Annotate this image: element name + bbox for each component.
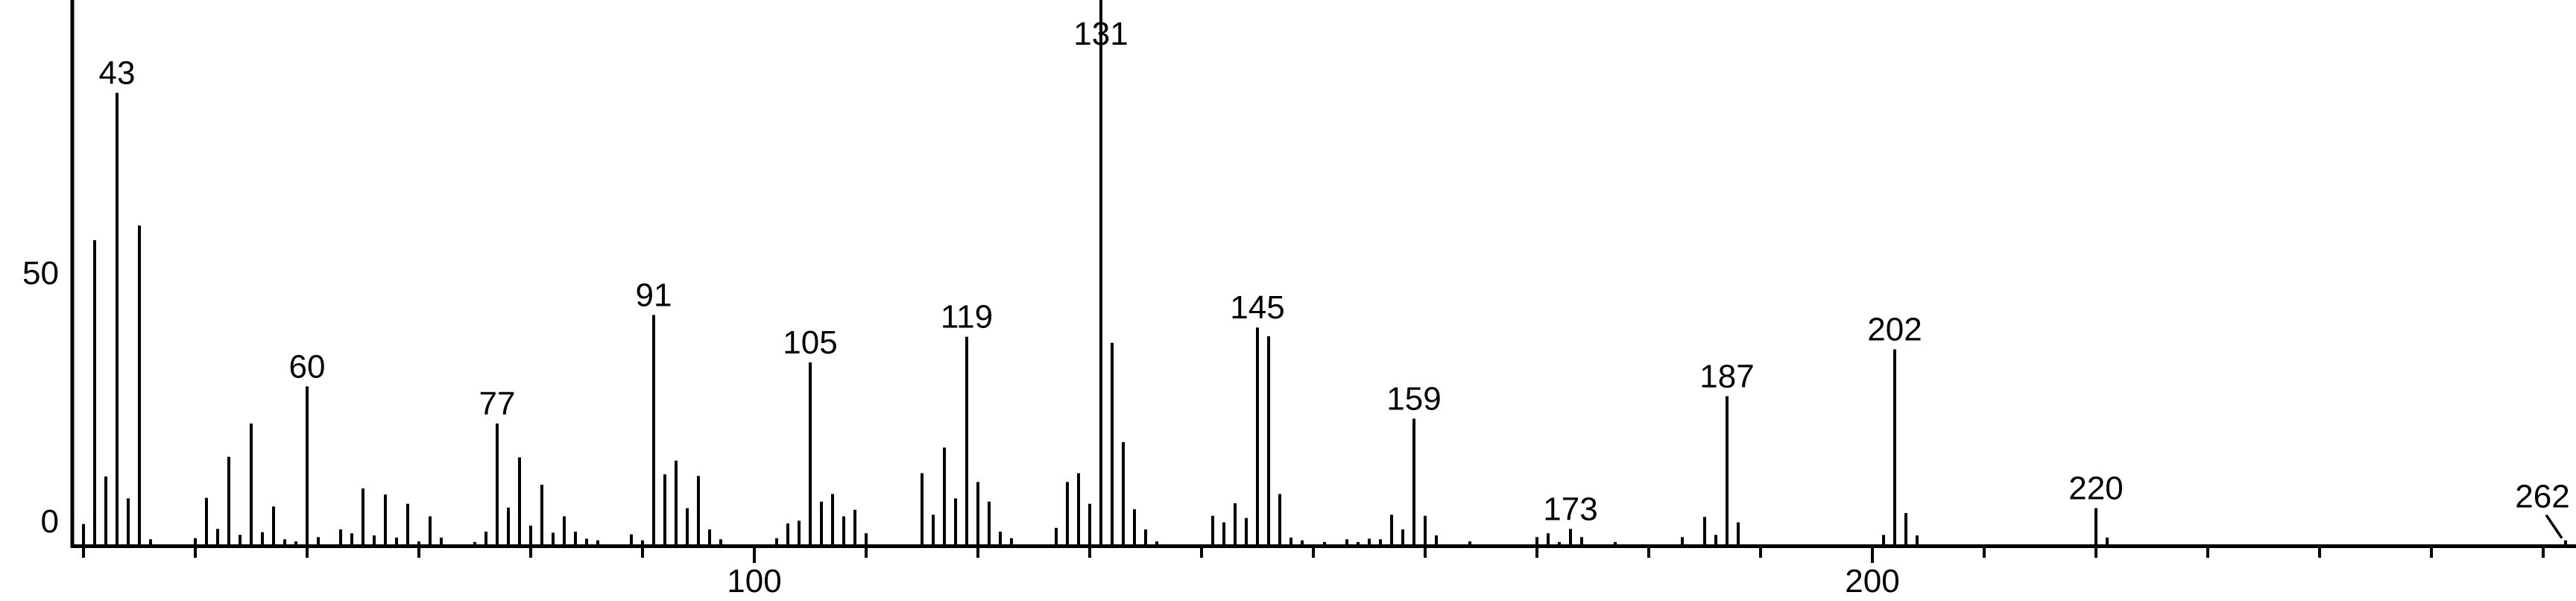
peak-label-119: 119 <box>941 299 993 336</box>
x-axis-label-100: 100 <box>727 563 781 600</box>
y-axis-label-50: 50 <box>22 255 59 292</box>
peak-label-77: 77 <box>479 386 516 422</box>
x-axis-label-200: 200 <box>1845 563 1899 600</box>
peak-label-159: 159 <box>1386 380 1441 417</box>
peak-callout-line-262 <box>2545 514 2563 539</box>
peak-label-43: 43 <box>99 54 136 91</box>
peak-label-105: 105 <box>783 324 837 361</box>
peak-label-202: 202 <box>1867 311 1922 347</box>
peak-label-262: 262 <box>2515 479 2569 515</box>
peak-label-131: 131 <box>1073 16 1128 52</box>
peak-label-145: 145 <box>1230 289 1284 326</box>
peak-label-187: 187 <box>1699 358 1754 394</box>
y-axis-label-0: 0 <box>41 503 59 540</box>
peak-label-91: 91 <box>636 277 672 313</box>
peak-label-60: 60 <box>289 348 326 385</box>
peak-label-173: 173 <box>1543 491 1597 527</box>
peak-label-220: 220 <box>2068 470 2123 506</box>
